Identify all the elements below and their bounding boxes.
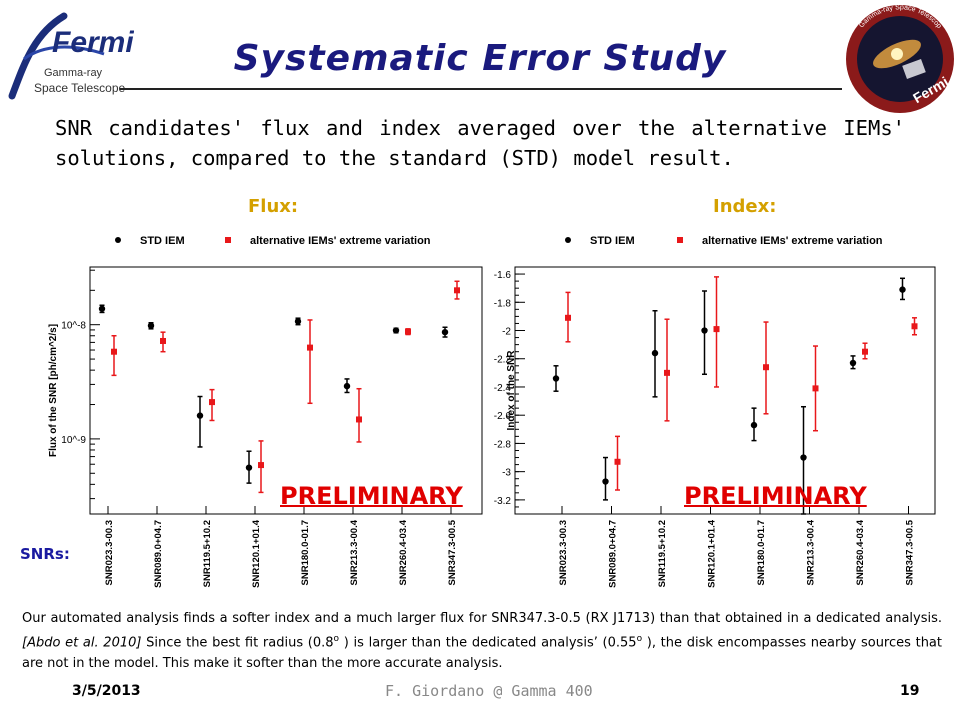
x-tick-label: SNR119.5+10.2 xyxy=(202,520,213,587)
y-tick-label: -1.6 xyxy=(494,270,512,281)
intro-text: SNR candidates' flux and index averaged … xyxy=(55,116,905,170)
plot-frame xyxy=(514,266,936,515)
footer-author: F. Giordano @ Gamma 400 xyxy=(385,682,593,700)
footnote-part4: ), the disk encompasses nearby sources t… xyxy=(22,635,942,672)
legend-label-std: STD IEM xyxy=(590,235,635,247)
y-tick-label: -2.6 xyxy=(494,411,512,422)
footnote: Our automated analysis finds a softer in… xyxy=(22,608,942,674)
data-point-std xyxy=(147,322,155,329)
data-point-alt xyxy=(111,348,117,355)
footer-date: 3/5/2013 xyxy=(72,683,141,699)
footnote-citation: [Abdo et al. 2010] xyxy=(22,635,142,651)
y-tick-label: -2.8 xyxy=(494,439,512,450)
data-point-alt xyxy=(812,385,819,392)
degree-symbol: o xyxy=(333,634,340,644)
data-point-alt xyxy=(565,314,571,321)
footnote-part3: ) is larger than the dedicated analysis’… xyxy=(343,635,637,651)
x-tick-label: SNR119.5+10.2 xyxy=(657,520,668,587)
data-point-alt xyxy=(209,399,215,406)
data-point-std xyxy=(849,359,857,367)
y-axis-label: Index of the SNR xyxy=(506,350,517,431)
preliminary-index: PRELIMINARY xyxy=(684,482,867,510)
flux-label: Flux: xyxy=(248,196,299,217)
x-tick-label: SNR023.3-00.3 xyxy=(104,520,115,585)
logo-line2: Space Telescope xyxy=(34,81,126,95)
data-point-std xyxy=(343,382,351,390)
x-tick-label: SNR213.3-00.4 xyxy=(349,519,360,585)
mission-patch: Gamma-ray Space Telescope Fermi xyxy=(840,0,958,116)
data-point-std xyxy=(98,305,106,312)
logo-brand: Fermi xyxy=(52,26,134,59)
data-point-alt xyxy=(307,344,313,351)
legend-marker-std xyxy=(565,237,571,243)
data-point-std xyxy=(701,327,708,334)
x-tick-label: SNR347.3-00.5 xyxy=(447,519,458,585)
legend-marker-alt xyxy=(225,237,231,243)
data-point-std xyxy=(294,318,302,325)
data-point-alt xyxy=(911,323,918,330)
y-tick-label: -3.2 xyxy=(494,496,512,507)
legend-marker-std xyxy=(115,237,121,243)
data-point-alt xyxy=(160,337,166,344)
plot-frame xyxy=(89,266,483,515)
data-point-std xyxy=(552,375,560,382)
footnote-part2: Since the best fit radius (0.8 xyxy=(146,635,334,651)
x-tick-label: SNR120.1+01.4 xyxy=(707,519,718,588)
snrs-label: SNRs: xyxy=(20,545,70,563)
x-tick-label: SNR180.0-01.7 xyxy=(756,520,767,585)
data-point-alt xyxy=(862,348,868,355)
y-tick-label: -2.2 xyxy=(494,355,512,366)
x-tick-label: SNR120.1+01.4 xyxy=(251,519,262,588)
y-tick-label: 10^-9 xyxy=(61,435,86,446)
x-tick-label: SNR260.4-03.4 xyxy=(855,519,866,585)
data-point-std xyxy=(750,421,758,429)
data-point-alt xyxy=(258,462,264,469)
data-point-alt xyxy=(454,287,460,294)
data-point-std xyxy=(196,412,204,419)
title-divider xyxy=(120,88,842,90)
legend-marker-alt xyxy=(677,237,683,243)
x-tick-label: SNR023.3-00.3 xyxy=(558,520,569,585)
logo-line1: Gamma-ray xyxy=(44,67,103,79)
x-tick-label: SNR089.0+04.7 xyxy=(153,520,164,588)
data-point-alt xyxy=(356,416,362,423)
x-tick-label: SNR089.0+04.7 xyxy=(608,520,619,588)
index-label: Index: xyxy=(713,196,777,217)
y-axis-label: Flux of the SNR [ph/cm^2/s] xyxy=(48,324,59,457)
x-tick-label: SNR347.3-00.5 xyxy=(905,519,916,585)
flux-chart: STD IEM alternative IEMs' extreme variati… xyxy=(48,235,483,588)
preliminary-flux: PRELIMINARY xyxy=(280,482,463,510)
data-point-std xyxy=(245,464,253,471)
data-point-std xyxy=(441,328,449,336)
data-point-alt xyxy=(713,326,720,333)
data-point-std xyxy=(602,478,609,485)
legend-label-std: STD IEM xyxy=(140,235,185,247)
data-point-alt xyxy=(614,458,621,465)
legend-label-alt: alternative IEMs' extreme variation xyxy=(250,235,431,247)
degree-symbol: o xyxy=(636,634,643,644)
data-point-std xyxy=(651,349,659,357)
index-chart: STD IEM alternative IEMs' extreme variati… xyxy=(494,235,936,588)
data-point-alt xyxy=(763,364,769,371)
footnote-part1: Our automated analysis finds a softer in… xyxy=(22,611,942,626)
x-tick-label: SNR213.3-00.4 xyxy=(806,519,817,585)
y-tick-label: -1.8 xyxy=(494,298,512,309)
page-number: 19 xyxy=(900,683,920,699)
y-tick-label: -2 xyxy=(502,327,511,338)
data-point-std xyxy=(392,327,400,334)
x-tick-label: SNR180.0-01.7 xyxy=(300,520,311,585)
data-point-std xyxy=(899,286,906,293)
page-title: Systematic Error Study xyxy=(233,38,727,79)
y-tick-label: -3 xyxy=(502,468,511,479)
fermi-logo: Fermi Gamma-ray Space Telescope xyxy=(4,4,134,104)
data-point-alt xyxy=(664,369,670,376)
x-tick-label: SNR260.4-03.4 xyxy=(398,519,409,585)
y-tick-label: -2.4 xyxy=(494,383,512,394)
y-tick-label: 10^-8 xyxy=(61,321,86,332)
data-point-alt xyxy=(405,328,411,335)
data-point-std xyxy=(800,454,807,461)
legend-label-alt: alternative IEMs' extreme variation xyxy=(702,235,883,247)
